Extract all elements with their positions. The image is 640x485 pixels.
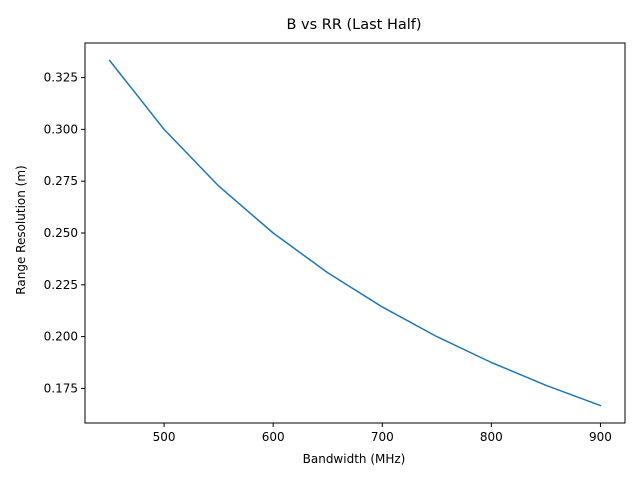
plot-frame xyxy=(84,42,626,424)
y-tick-label: 0.325 xyxy=(44,71,78,85)
x-tick-label: 500 xyxy=(153,430,176,444)
y-tick-label: 0.225 xyxy=(44,278,78,292)
x-axis: 500 600 700 800 900 xyxy=(153,423,612,444)
plot-area xyxy=(108,59,602,407)
y-tick-label: 0.175 xyxy=(44,381,78,395)
y-tick-label: 0.250 xyxy=(44,226,78,240)
x-tick-label: 800 xyxy=(480,430,503,444)
y-tick-label: 0.200 xyxy=(44,330,78,344)
x-tick-label: 900 xyxy=(589,430,612,444)
y-tick-label: 0.300 xyxy=(44,122,78,136)
x-axis-label: Bandwidth (MHz) xyxy=(303,452,406,466)
y-tick-label: 0.275 xyxy=(44,174,78,188)
chart-title: B vs RR (Last Half) xyxy=(286,17,421,33)
x-tick-label: 600 xyxy=(262,430,285,444)
x-tick-label: 700 xyxy=(371,430,394,444)
y-axis: 0.175 0.200 0.225 0.250 0.275 0.300 0.325 xyxy=(44,71,85,395)
series-line-0 xyxy=(108,59,602,407)
y-axis-label: Range Resolution (m) xyxy=(14,165,28,294)
